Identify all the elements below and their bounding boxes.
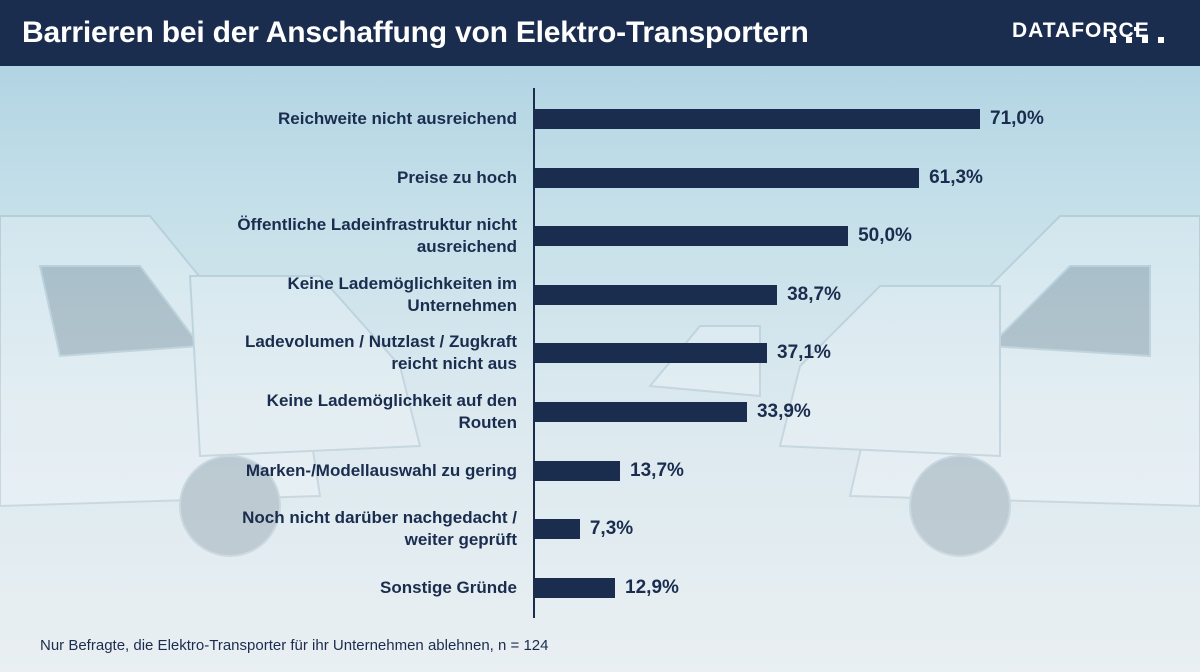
category-label: Öffentliche Ladeinfrastruktur nicht ausre… bbox=[197, 214, 517, 258]
chart-axis-line bbox=[533, 88, 535, 618]
value-label: 7,3% bbox=[589, 518, 634, 540]
category-label: Keine Lademöglichkeiten im Unternehmen bbox=[197, 273, 517, 317]
category-label: Noch nicht darüber nachgedacht / weiter g… bbox=[197, 507, 517, 551]
category-label: Ladevolumen / Nutzlast / Zugkraft reicht … bbox=[197, 331, 517, 375]
category-label-line: weiter geprüft bbox=[404, 530, 517, 550]
bar bbox=[534, 460, 621, 481]
bar bbox=[534, 109, 980, 129]
bar bbox=[534, 343, 768, 364]
bar bbox=[534, 284, 778, 305]
category-label-line: Sonstige Gründe bbox=[380, 577, 517, 597]
bar bbox=[534, 226, 849, 247]
bar bbox=[534, 577, 616, 598]
footnote: Nur Befragte, die Elektro-Transporter fü… bbox=[40, 637, 549, 654]
logo-text: DATAFORCE bbox=[1012, 19, 1150, 42]
value-label: 50,0% bbox=[858, 225, 912, 247]
category-label-line: Marken-/Modellauswahl zu gering bbox=[245, 460, 517, 480]
category-label: Marken-/Modellauswahl zu gering bbox=[197, 460, 517, 482]
category-label-line: ausreichend bbox=[416, 237, 517, 257]
category-label-line: Keine Lademöglichkeiten im bbox=[287, 273, 517, 293]
value-label: 12,9% bbox=[625, 576, 679, 598]
category-label-line: Ladevolumen / Nutzlast / Zugkraft bbox=[244, 332, 517, 352]
bar bbox=[534, 519, 580, 540]
dataforce-logo: DATAFORCE bbox=[1012, 19, 1164, 43]
category-label-line: Noch nicht darüber nachgedacht / bbox=[242, 508, 517, 528]
value-label: 33,9% bbox=[756, 401, 811, 422]
value-label: 13,7% bbox=[630, 459, 684, 481]
category-label-line: Reichweite nicht ausreichend bbox=[277, 109, 517, 128]
category-label: Keine Lademöglichkeit auf den Routen bbox=[197, 390, 517, 434]
category-label-line: Öffentliche Ladeinfrastruktur nicht bbox=[237, 215, 517, 235]
header-bar: Barrieren bei der Anschaffung von Elektr… bbox=[0, 0, 1200, 66]
category-label: Reichweite nicht ausreichend bbox=[197, 108, 517, 130]
value-label: 38,7% bbox=[787, 283, 841, 305]
category-label: Preise zu hoch bbox=[197, 167, 517, 189]
page-title: Barrieren bei der Anschaffung von Elektr… bbox=[22, 16, 809, 49]
category-label-line: reicht nicht aus bbox=[391, 354, 517, 374]
category-label-line: Routen bbox=[458, 413, 517, 432]
category-label-line: Keine Lademöglichkeit auf den bbox=[266, 391, 517, 410]
category-label-line: Preise zu hoch bbox=[397, 167, 517, 187]
category-label-line: Unternehmen bbox=[407, 295, 517, 315]
value-label: 61,3% bbox=[929, 166, 983, 188]
bar bbox=[534, 167, 920, 188]
bar bbox=[534, 402, 747, 422]
value-label: 71,0% bbox=[990, 108, 1044, 129]
value-label: 37,1% bbox=[777, 342, 831, 364]
category-label: Sonstige Gründe bbox=[197, 577, 517, 599]
